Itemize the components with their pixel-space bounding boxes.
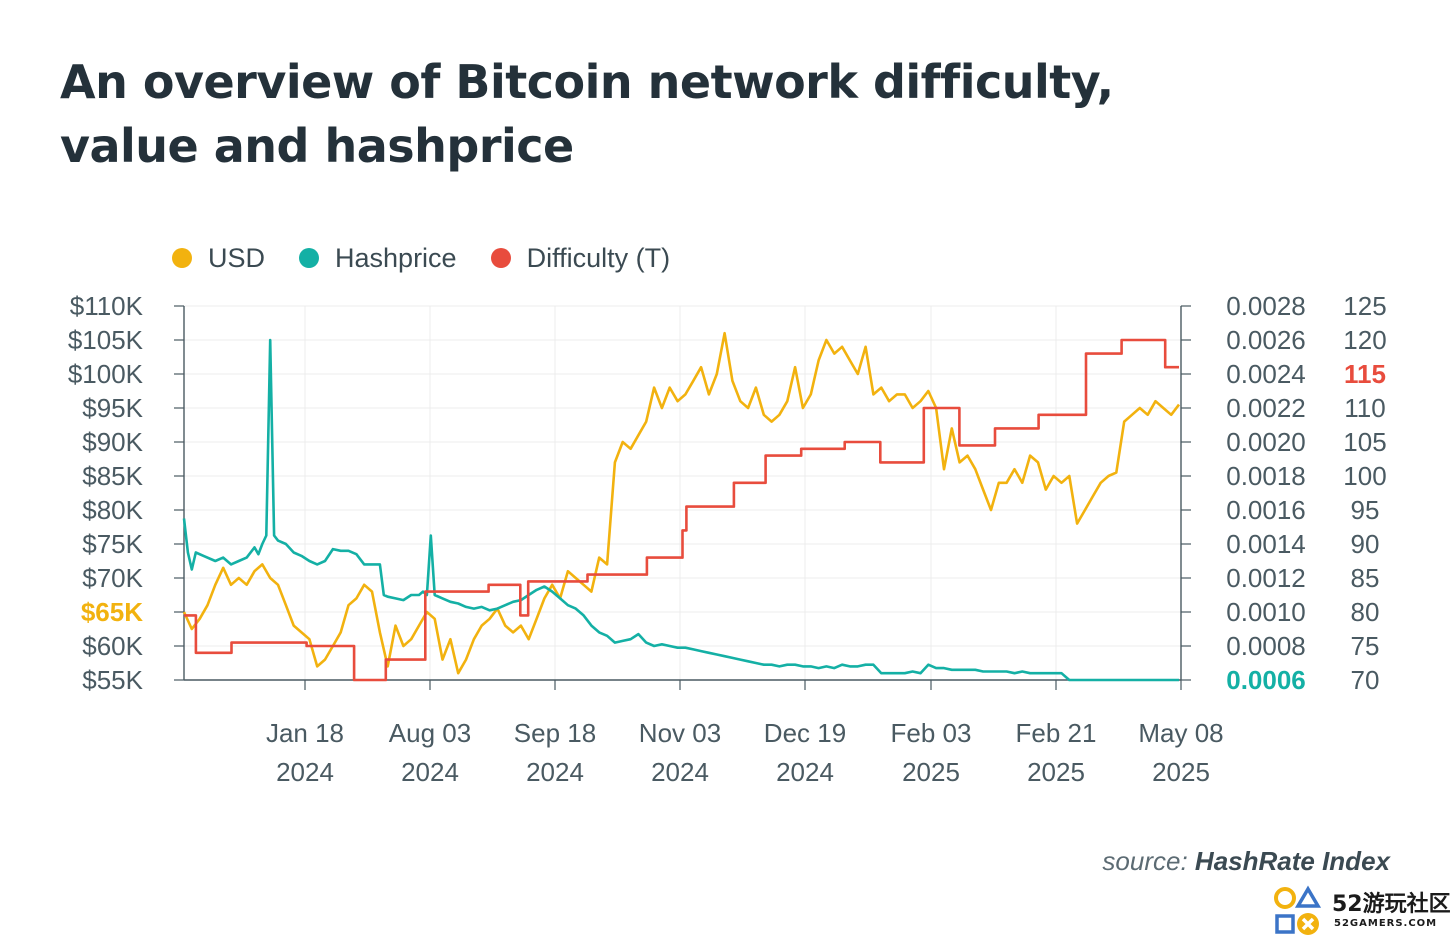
x-tick-label: Feb 21 [1016, 718, 1097, 748]
y-tick-label-usd: $90K [82, 427, 143, 457]
y-tick-label-difficulty: 70 [1351, 665, 1380, 695]
y-tick-label-usd: $100K [68, 359, 144, 389]
y-tick-label-difficulty: 85 [1351, 563, 1380, 593]
y-tick-label-usd: $60K [82, 631, 143, 661]
legend-dot-difficulty [490, 248, 511, 268]
y-tick-label-hashprice: 0.0018 [1226, 461, 1306, 491]
logo-mark-icon [1274, 885, 1322, 935]
y-tick-label-difficulty: 105 [1343, 427, 1386, 457]
logo-subtext: 52GAMERS.COM [1334, 918, 1438, 929]
y-tick-label-difficulty: 80 [1351, 597, 1380, 627]
legend-label-hashprice: Hashprice [335, 242, 457, 273]
y-tick-label-difficulty: 75 [1351, 631, 1380, 661]
legend-label-difficulty: Difficulty (T) [526, 242, 671, 273]
x-tick-label-year: 2025 [902, 757, 960, 787]
series-line-hashprice [182, 338, 1179, 682]
y-tick-label-hashprice: 0.0028 [1226, 291, 1306, 321]
y-tick-label-hashprice: 0.0016 [1226, 495, 1306, 525]
y-tick-label-hashprice: 0.0024 [1226, 359, 1306, 389]
chart-legend: USD Hashprice Difficulty (T) [172, 240, 704, 276]
y-tick-label-hashprice: 0.0014 [1226, 529, 1306, 559]
y-tick-label-difficulty: 110 [1344, 393, 1385, 423]
y-tick-label-hashprice: 0.0022 [1226, 393, 1306, 423]
y-tick-label-hashprice: 0.0008 [1226, 631, 1306, 661]
y-tick-label-hashprice: 0.0026 [1226, 325, 1306, 355]
x-tick-label: Nov 03 [639, 718, 721, 748]
legend-item-difficulty[interactable]: Difficulty (T) [490, 242, 671, 274]
y-tick-label-hashprice: 0.0012 [1226, 563, 1306, 593]
y-tick-label-usd: $75K [82, 529, 143, 559]
y-tick-label-usd: $105K [68, 325, 144, 355]
site-logo: 52游玩社区 52GAMERS.COM [1272, 884, 1450, 940]
y-tick-label-difficulty: 115 [1344, 359, 1386, 389]
y-tick-label-usd: $70K [82, 563, 143, 593]
y-tick-label-usd: $80K [82, 495, 143, 525]
x-tick-label: Aug 03 [389, 718, 471, 748]
source-prefix: source: [1102, 846, 1195, 876]
legend-dot-usd [172, 248, 192, 268]
y-tick-label-difficulty: 120 [1343, 325, 1386, 355]
y-tick-label-usd: $95K [82, 393, 143, 423]
page-title: An overview of Bitcoin network difficult… [60, 55, 1114, 173]
series-line-usd [182, 331, 1181, 675]
y-tick-label-difficulty: 100 [1343, 461, 1386, 491]
y-tick-label-difficulty: 95 [1351, 495, 1380, 525]
legend-item-hashprice[interactable]: Hashprice [299, 243, 457, 274]
x-tick-label: Feb 03 [891, 718, 972, 748]
y-tick-label-hashprice: 0.0020 [1226, 427, 1306, 457]
series-line-difficulty [184, 338, 1179, 682]
x-tick-label: Jan 18 [266, 718, 344, 748]
x-tick-label-year: 2024 [401, 757, 459, 787]
line-chart: Jan 18 2024 Aug 03 2024 Sep 18 2024 Nov 03 2024… [68, 291, 1387, 787]
legend-label-usd: USD [208, 242, 266, 273]
x-tick-label: May 08 [1138, 718, 1223, 748]
y-tick-label-usd: $85K [82, 461, 143, 491]
y-tick-label-usd: $55K [82, 665, 143, 695]
legend-item-usd[interactable]: USD [172, 243, 265, 274]
y-tick-label-hashprice: 0.0010 [1226, 597, 1306, 627]
source-name: HashRate Index [1194, 846, 1390, 876]
legend-dot-hashprice [299, 248, 320, 268]
chart-source: source: HashRate Index [1102, 846, 1390, 877]
y-tick-label-hashprice: 0.0006 [1226, 665, 1306, 695]
x-tick-label: Dec 19 [764, 718, 846, 748]
x-tick-label-year: 2024 [776, 757, 834, 787]
x-tick-label-year: 2025 [1027, 757, 1085, 787]
x-tick-label-year: 2024 [651, 757, 709, 787]
y-tick-label-difficulty: 90 [1351, 529, 1380, 559]
y-tick-label-usd: $65K [81, 597, 143, 627]
y-tick-label-usd: $110K [70, 291, 144, 321]
x-tick-label-year: 2025 [1152, 757, 1210, 787]
y-tick-label-difficulty: 125 [1343, 291, 1386, 321]
x-tick-label-year: 2024 [276, 757, 334, 787]
x-tick-label-year: 2024 [526, 757, 584, 787]
logo-text: 52游玩社区 [1332, 892, 1450, 917]
x-tick-label: Sep 18 [514, 718, 596, 748]
